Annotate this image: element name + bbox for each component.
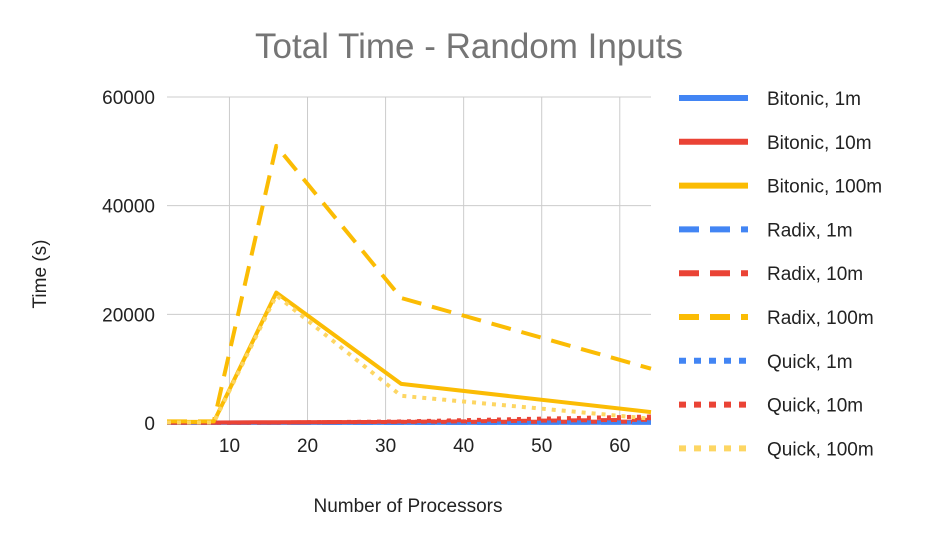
x-tick-label: 60 [609,436,630,457]
x-axis-ticks: 10 20 30 40 50 60 [219,436,630,457]
chart-title: Total Time - Random Inputs [255,27,683,66]
y-axis-ticks: 0 20000 40000 60000 [102,88,155,435]
x-tick-label: 40 [453,436,474,457]
legend: Bitonic, 1m Bitonic, 10m Bitonic, 100m Radi… [679,89,882,460]
y-tick-label: 0 [144,414,155,435]
legend-label: Bitonic, 1m [767,89,861,110]
x-axis-label: Number of Processors [313,496,502,517]
grid [167,96,651,424]
y-tick-label: 20000 [102,305,155,326]
series-lines [166,143,652,425]
x-tick-label: 30 [375,436,396,457]
series-line-8 [167,293,652,425]
legend-label: Radix, 1m [767,220,853,241]
x-tick-label: 50 [531,436,552,457]
legend-label: Quick, 10m [767,396,863,417]
legend-label: Bitonic, 100m [767,177,882,198]
series-line-5 [167,143,652,424]
legend-label: Quick, 100m [767,439,874,460]
legend-label: Radix, 10m [767,264,863,285]
y-axis-label: Time (s) [30,240,51,309]
x-tick-label: 10 [219,436,240,457]
y-tick-label: 40000 [102,197,155,218]
legend-label: Bitonic, 10m [767,133,872,154]
legend-label: Radix, 100m [767,308,874,329]
legend-label: Quick, 1m [767,352,853,373]
x-tick-label: 20 [297,436,318,457]
y-tick-label: 60000 [102,88,155,109]
